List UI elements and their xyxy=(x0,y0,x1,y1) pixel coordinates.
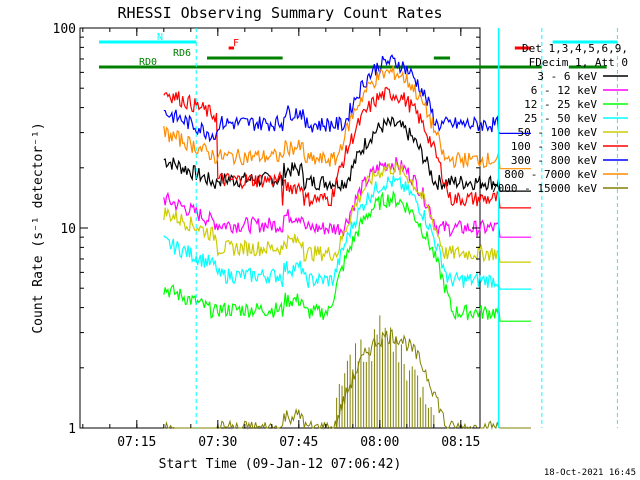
series-line-3 xyxy=(163,175,531,290)
x-tick-label: 07:45 xyxy=(279,435,318,450)
x-axis-ticks: 07:15 07:30 07:45 08:00 08:15 xyxy=(82,28,480,450)
legend-entry-label: 100 - 300 keV xyxy=(511,140,597,153)
legend-entry-label: 7000 - 15000 keV xyxy=(491,182,597,195)
legend-entry-label: 12 - 25 keV xyxy=(524,98,597,111)
legend-title-line: FDecim 1, Att 0 xyxy=(529,56,628,69)
chart-title: RHESSI Observing Summary Count Rates xyxy=(117,4,442,22)
flag-label-n: N xyxy=(157,32,163,43)
y-tick-label: 100 xyxy=(53,22,76,37)
legend-entry-label: 3 - 6 keV xyxy=(537,70,597,83)
flag-bars: N RD0 RD6 F xyxy=(99,32,618,69)
timestamp: 18-Oct-2021 16:45 xyxy=(544,468,636,478)
y-tick-label: 10 xyxy=(60,222,76,237)
series-line-1 xyxy=(163,157,531,238)
legend-entry-label: 50 - 100 keV xyxy=(518,126,598,139)
y-axis-ticks: 1 10 100 xyxy=(53,22,480,437)
legend: Det 1,3,4,5,6,9,FDecim 1, Att 03 - 6 keV… xyxy=(491,42,628,195)
flag-label-rd6: RD6 xyxy=(173,48,191,59)
series-line-7 xyxy=(163,65,531,170)
legend-entry-label: 800 - 7000 keV xyxy=(504,168,597,181)
y-tick-label: 1 xyxy=(68,422,76,437)
x-tick-label: 07:15 xyxy=(117,435,156,450)
series-line-4 xyxy=(163,160,531,263)
flag-label-rd0: RD0 xyxy=(139,57,157,68)
x-tick-label: 07:30 xyxy=(198,435,237,450)
series-line-0 xyxy=(163,116,531,193)
legend-entry-label: 6 - 12 keV xyxy=(531,84,598,97)
legend-title-line: Det 1,3,4,5,6,9, xyxy=(522,42,628,55)
series-line-6 xyxy=(163,54,531,143)
series-line-2 xyxy=(163,190,531,322)
legend-entry-label: 300 - 800 keV xyxy=(511,154,597,167)
legend-entry-label: 25 - 50 keV xyxy=(524,112,597,125)
x-axis-label: Start Time (09-Jan-12 07:06:42) xyxy=(159,457,402,472)
x-tick-label: 08:00 xyxy=(360,435,399,450)
x-tick-label: 08:15 xyxy=(441,435,480,450)
flag-label-f: F xyxy=(233,38,239,49)
series-lines xyxy=(163,54,531,430)
series-line-5 xyxy=(163,86,531,209)
y-axis-label: Count Rate (s⁻¹ detector⁻¹) xyxy=(31,122,46,333)
reference-lines xyxy=(195,28,618,428)
